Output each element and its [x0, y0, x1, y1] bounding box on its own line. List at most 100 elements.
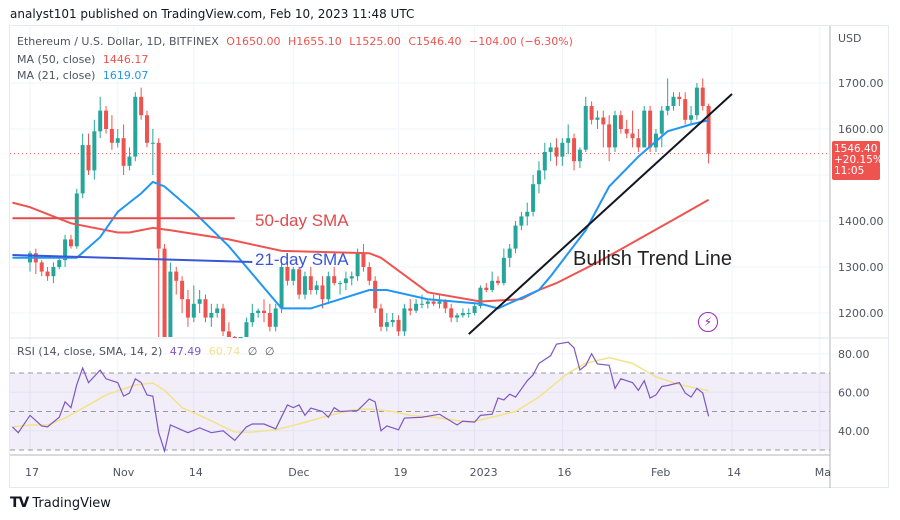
- time-tick-label: 14: [189, 466, 203, 479]
- ma50-legend[interactable]: MA (50, close) 1446.17: [17, 53, 152, 66]
- candle-body: [624, 129, 629, 134]
- candle-body: [414, 303, 419, 311]
- candle-body: [267, 313, 272, 327]
- time-tick-label: 2023: [470, 466, 498, 479]
- candle-body: [332, 276, 337, 284]
- sma21-drawn-line: [12, 254, 253, 263]
- candle-body: [636, 138, 641, 148]
- candle-body: [554, 147, 559, 157]
- candle-body: [466, 313, 471, 314]
- price-tick-label: 1200.00: [838, 307, 884, 320]
- candle-body: [51, 267, 56, 277]
- candle-body: [68, 239, 73, 247]
- candle-body: [379, 308, 383, 327]
- candle-body: [496, 280, 500, 284]
- candle-body: [519, 216, 524, 226]
- candle-body: [542, 152, 547, 171]
- candle-body: [226, 331, 231, 337]
- rsi-na-value: ∅: [264, 345, 275, 358]
- trend-line-annotation[interactable]: Bullish Trend Line: [573, 248, 732, 270]
- price-tick-label: 1300.00: [838, 261, 884, 274]
- candle-body: [63, 239, 68, 261]
- time-tick-label: Feb: [651, 466, 670, 479]
- candle-body: [197, 299, 202, 304]
- candle-body: [39, 262, 44, 272]
- candle-body: [431, 301, 436, 304]
- rsi-value: 47.49: [169, 345, 202, 358]
- candle-body: [402, 308, 407, 332]
- rsi-legend[interactable]: RSI (14, close, SMA, 14, 2) 47.49 60.74 …: [17, 345, 278, 358]
- candle-body: [613, 115, 617, 148]
- candle-body: [109, 129, 114, 143]
- candle-body: [437, 301, 442, 304]
- candle-body: [139, 96, 144, 116]
- candle-body: [215, 308, 220, 313]
- candle-body: [700, 87, 705, 106]
- price-tick-label: 1400.00: [838, 215, 884, 228]
- rsi-na-value: ∅: [247, 345, 258, 358]
- candle-body: [665, 106, 670, 111]
- ohlc-high: H1655.10: [287, 35, 342, 48]
- candle-body: [560, 142, 565, 157]
- candle-body: [648, 110, 653, 148]
- candle-body: [677, 96, 682, 100]
- candle-body: [589, 106, 594, 120]
- candle-body: [98, 110, 103, 132]
- candle-body: [168, 271, 173, 337]
- candle-body: [185, 299, 190, 318]
- ma21-legend[interactable]: MA (21, close) 1619.07: [17, 69, 152, 82]
- rsi-line: [12, 341, 710, 454]
- candle-body: [525, 211, 530, 217]
- rsi-tick-label: 80.00: [838, 348, 870, 361]
- candle-body: [419, 303, 424, 305]
- candle-body: [262, 310, 266, 313]
- candle-body: [320, 285, 325, 300]
- candle-body: [244, 322, 249, 337]
- candle-body: [408, 308, 413, 311]
- sma50-annotation[interactable]: 50-day SMA: [255, 211, 349, 230]
- last-price: 1546.40: [834, 143, 878, 155]
- candle-body: [630, 133, 635, 139]
- candle-body: [367, 267, 372, 281]
- candle-body: [548, 147, 553, 152]
- lightning-icon[interactable]: ⚡︎: [698, 312, 718, 332]
- time-tick-label: Dec: [288, 466, 309, 479]
- rsi-sma-line: [12, 356, 709, 433]
- candle-body: [396, 319, 401, 332]
- symbol-name: Ethereum / U.S. Dollar, 1D, BITFINEX: [17, 35, 219, 48]
- candle-body: [273, 308, 278, 327]
- candle-body: [390, 319, 395, 323]
- candle-body: [291, 269, 296, 281]
- time-tick-label: Nov: [113, 466, 135, 479]
- candle-body: [209, 313, 214, 318]
- candle-body: [384, 322, 389, 327]
- candle-body: [279, 267, 284, 309]
- candle-body: [57, 260, 62, 267]
- ma21-value: 1619.07: [102, 69, 149, 82]
- sma21-annotation[interactable]: 21-day SMA: [255, 250, 349, 269]
- candle-body: [472, 306, 477, 313]
- candle-body: [86, 145, 91, 171]
- candle-body: [297, 269, 302, 295]
- candle-body: [443, 301, 448, 309]
- candle-body: [601, 117, 606, 125]
- candle-body: [531, 184, 536, 212]
- tradingview-logo: TV: [10, 495, 29, 511]
- time-tick-label: 19: [394, 466, 408, 479]
- candle-body: [659, 110, 664, 134]
- candle-body: [127, 156, 132, 166]
- candle-body: [449, 308, 454, 318]
- rsi-tick-label: 40.00: [838, 425, 870, 438]
- ma50-value: 1446.17: [102, 53, 149, 66]
- candle-body: [343, 278, 348, 284]
- last-change: +20.15%: [834, 154, 883, 166]
- candle-body: [191, 303, 196, 318]
- symbol-legend: Ethereum / U.S. Dollar, 1D, BITFINEX O16…: [17, 35, 577, 48]
- candle-body: [507, 248, 512, 258]
- tradingview-brand[interactable]: TV TradingView: [10, 495, 111, 511]
- candle-body: [706, 106, 711, 154]
- publish-info: analyst101 published on TradingView.com,…: [10, 7, 415, 21]
- candle-body: [326, 276, 331, 300]
- bullish-trend-line: [468, 93, 733, 335]
